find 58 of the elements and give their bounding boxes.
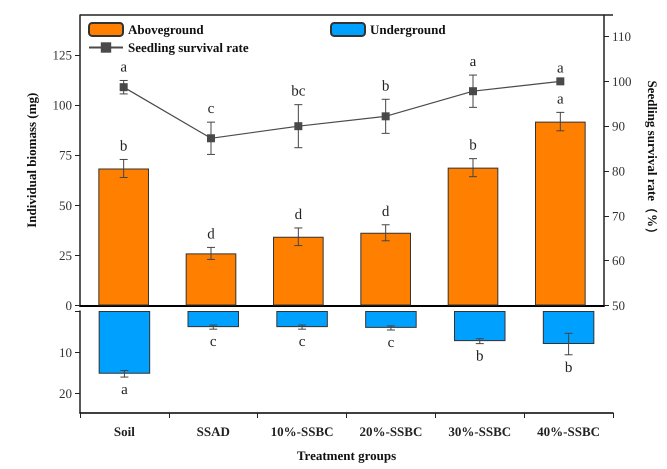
y-tick-label: 50	[59, 198, 72, 213]
bar	[273, 236, 324, 306]
annotation: a	[121, 382, 128, 398]
point	[556, 77, 564, 86]
y-tick-label: 100	[52, 98, 72, 113]
annotation: d	[294, 206, 303, 223]
y-axis-title: Individual biomass (mg)	[24, 92, 39, 228]
annotation: b	[469, 138, 477, 154]
annotation: a	[556, 60, 564, 76]
y2-tick-label: 50	[612, 298, 625, 313]
bar	[454, 311, 506, 342]
y2-tick-label: 70	[612, 208, 625, 224]
y-tick-label: 125	[52, 48, 72, 63]
y-tick-label: 10	[59, 344, 72, 360]
annotation: a	[120, 59, 128, 76]
bar	[535, 122, 586, 306]
annotation: c	[210, 334, 217, 350]
y2-tick-label: 100	[612, 74, 632, 89]
annotation: bc	[291, 84, 306, 100]
annotation: b	[476, 348, 484, 365]
annotation: d	[382, 204, 390, 220]
x-tick-label: 10%-SSBC	[270, 424, 334, 439]
y2-tick-label: 90	[612, 118, 625, 134]
x-tick-label: 40%-SSBC	[537, 424, 600, 439]
x-tick-label: SSAD	[196, 424, 230, 439]
x-tick-label: Soil	[114, 424, 136, 439]
bar	[360, 232, 411, 306]
bar	[365, 311, 417, 328]
legend-label: Underground	[370, 22, 446, 37]
bar	[276, 311, 328, 328]
annotation: a	[556, 91, 564, 108]
y-tick-label: 25	[59, 248, 72, 263]
y-tick-label: 75	[59, 148, 72, 163]
annotation: b	[564, 360, 572, 376]
bar	[187, 311, 240, 328]
y2-axis-title: Seedling survival rate（%）	[645, 80, 660, 240]
x-tick-label: 30%-SSBC	[448, 424, 512, 439]
annotation: d	[207, 226, 216, 242]
legend-label: Seedling survival rate	[128, 40, 249, 55]
y2-tick-label: 60	[612, 253, 625, 268]
y2-tick-label: 110	[612, 29, 632, 44]
y2-tick-label: 80	[612, 164, 625, 179]
x-axis-title: Treatment groups	[296, 448, 396, 463]
bar	[98, 311, 150, 374]
annotation: c	[298, 334, 306, 350]
y-tick-label: 0	[66, 298, 72, 313]
annotation: c	[388, 334, 395, 351]
annotation: c	[208, 101, 215, 118]
x-tick-label: 20%-SSBC	[359, 424, 422, 439]
bar	[98, 168, 149, 306]
bar	[448, 168, 498, 306]
legend-label: Aboveground	[128, 22, 204, 37]
y-tick-label: 20	[59, 386, 72, 402]
annotation: b	[120, 138, 128, 154]
bar	[542, 311, 594, 344]
bar	[186, 253, 236, 306]
annotation: b	[382, 78, 390, 94]
annotation: a	[470, 54, 477, 70]
